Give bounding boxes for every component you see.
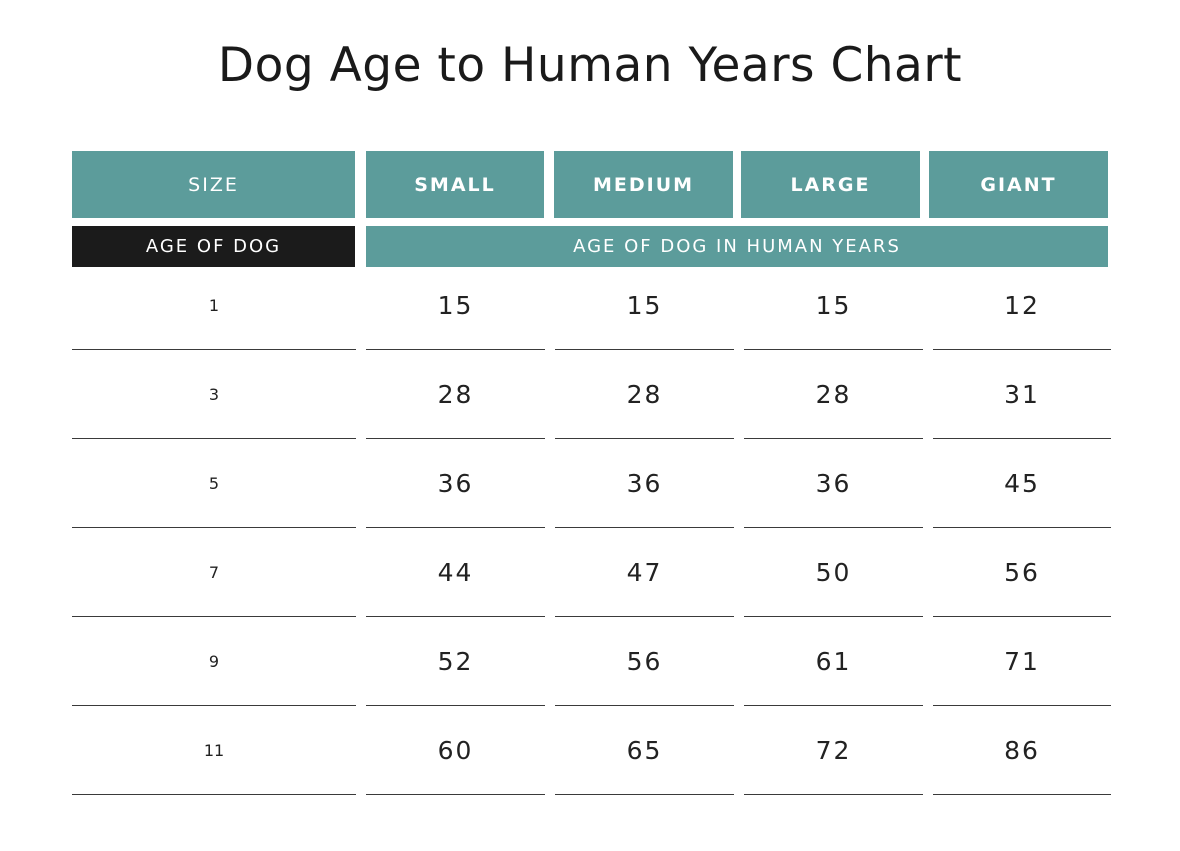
value-cell-large: 28 (815, 380, 852, 409)
row-divider (744, 705, 923, 706)
age-cell: 1 (208, 296, 220, 315)
value-cell-medium: 56 (626, 647, 663, 676)
row-divider (744, 527, 923, 528)
row-divider (72, 349, 356, 350)
value-cell-large: 36 (815, 469, 852, 498)
subheader-human-years: AGE OF DOG IN HUMAN YEARS (366, 226, 1108, 267)
value-cell-small: 60 (437, 736, 474, 765)
age-cell: 7 (208, 563, 220, 582)
row-divider (744, 794, 923, 795)
header-giant: GIANT (929, 151, 1108, 218)
age-cell: 9 (208, 652, 220, 671)
value-cell-medium: 15 (626, 291, 663, 320)
row-divider (366, 527, 545, 528)
chart-title: Dog Age to Human Years Chart (217, 38, 963, 93)
row-divider (366, 616, 545, 617)
value-cell-giant: 12 (1004, 291, 1040, 320)
row-divider (555, 794, 734, 795)
row-divider (366, 705, 545, 706)
value-cell-giant: 31 (1004, 380, 1040, 409)
value-cell-large: 72 (815, 736, 852, 765)
header-medium: MEDIUM (554, 151, 733, 218)
value-cell-large: 15 (815, 291, 852, 320)
value-cell-small: 28 (437, 380, 474, 409)
row-divider (933, 794, 1111, 795)
value-cell-medium: 28 (626, 380, 663, 409)
row-divider (555, 705, 734, 706)
value-cell-large: 61 (815, 647, 852, 676)
header-size: SIZE (72, 151, 355, 218)
value-cell-medium: 65 (626, 736, 663, 765)
row-divider (555, 438, 734, 439)
row-divider (366, 794, 545, 795)
row-divider (744, 616, 923, 617)
value-cell-medium: 36 (626, 469, 663, 498)
row-divider (933, 616, 1111, 617)
row-divider (744, 349, 923, 350)
value-cell-medium: 47 (626, 558, 663, 587)
row-divider (744, 438, 923, 439)
row-divider (72, 705, 356, 706)
age-cell: 5 (208, 474, 220, 493)
row-divider (72, 527, 356, 528)
row-divider (72, 438, 356, 439)
row-divider (933, 349, 1111, 350)
row-divider (366, 438, 545, 439)
value-cell-large: 50 (815, 558, 852, 587)
row-divider (366, 349, 545, 350)
row-divider (72, 616, 356, 617)
row-divider (555, 616, 734, 617)
age-cell: 3 (208, 385, 220, 404)
row-divider (933, 527, 1111, 528)
value-cell-small: 52 (437, 647, 474, 676)
value-cell-small: 44 (437, 558, 474, 587)
header-small: SMALL (366, 151, 544, 218)
value-cell-giant: 45 (1004, 469, 1040, 498)
subheader-age-of-dog: AGE OF DOG (72, 226, 355, 267)
row-divider (933, 705, 1111, 706)
row-divider (933, 438, 1111, 439)
row-divider (555, 527, 734, 528)
row-divider (555, 349, 734, 350)
value-cell-small: 15 (437, 291, 474, 320)
value-cell-giant: 56 (1004, 558, 1040, 587)
value-cell-small: 36 (437, 469, 474, 498)
value-cell-giant: 71 (1004, 647, 1040, 676)
row-divider (72, 794, 356, 795)
age-cell: 11 (203, 741, 225, 760)
header-large: LARGE (741, 151, 920, 218)
value-cell-giant: 86 (1004, 736, 1040, 765)
